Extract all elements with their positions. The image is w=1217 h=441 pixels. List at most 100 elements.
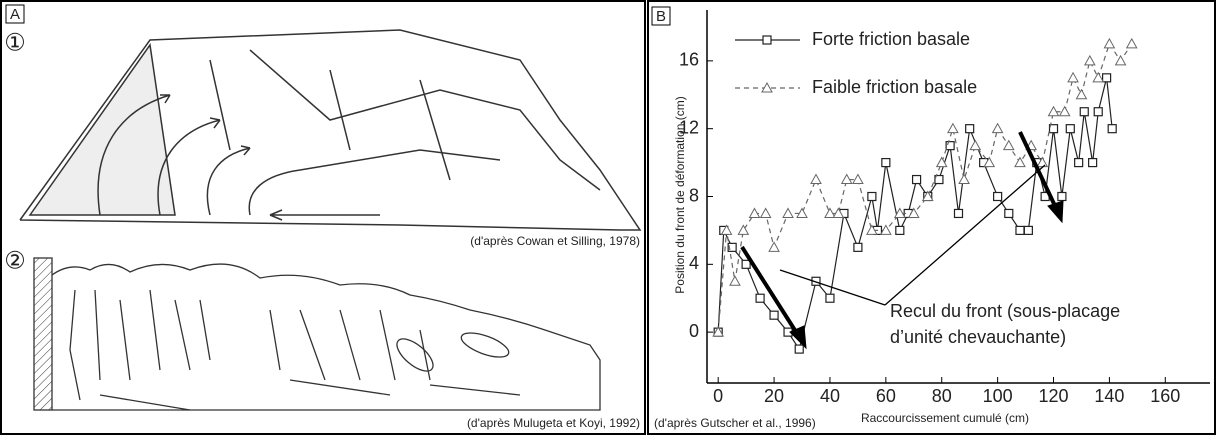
y-tick-label: 16 (679, 50, 699, 70)
data-point (729, 275, 741, 286)
data-point (867, 191, 877, 202)
credit-b: (d'après Gutscher et al., 1996) (654, 416, 816, 430)
data-point (853, 242, 863, 252)
data-point (769, 310, 779, 320)
part-1-label: ① (4, 29, 26, 56)
panel-b-box (651, 6, 671, 26)
data-point (866, 224, 878, 235)
data-point (1075, 88, 1088, 100)
sketch-1 (19, 29, 642, 231)
data-point (895, 225, 905, 236)
data-point (810, 173, 822, 185)
data-point (991, 122, 1004, 134)
data-point (983, 156, 996, 168)
x-tick-label: 100 (983, 386, 1013, 406)
data-point (824, 207, 836, 218)
x-tick-label: 160 (1150, 386, 1180, 406)
y-tick-label: 8 (689, 185, 699, 205)
data-point (1083, 54, 1096, 66)
data-point (1058, 105, 1071, 117)
data-point (965, 124, 975, 134)
data-point (1079, 107, 1089, 117)
x-tick-label: 40 (820, 386, 840, 406)
data-point (1023, 225, 1033, 236)
data-point (759, 207, 772, 218)
data-point (947, 122, 959, 134)
data-point (1014, 156, 1026, 168)
arrow-shaft (740, 245, 800, 337)
data-point (1114, 54, 1127, 66)
data-point (1004, 208, 1014, 219)
x-tick-label: 120 (1038, 386, 1068, 406)
data-point (782, 207, 794, 218)
data-point (1015, 225, 1025, 236)
x-tick-label: 0 (713, 386, 723, 406)
panel-a-box (5, 4, 25, 24)
panel-a-frame (0, 0, 646, 435)
data-point (1048, 124, 1059, 134)
data-point (840, 173, 853, 185)
legend-label: Forte friction basale (812, 29, 970, 49)
data-point (794, 344, 804, 354)
part-2-label: ② (4, 247, 26, 274)
annotation-lines (740, 131, 1064, 350)
data-point (741, 259, 751, 269)
x-axis-label: Raccourcissement cumulé (cm) (861, 411, 1029, 425)
y-tick-label: 0 (689, 321, 699, 341)
data-point (921, 190, 934, 201)
legend-label: Faible friction basale (812, 77, 977, 97)
data-point (1102, 73, 1112, 83)
x-tick-label: 60 (876, 386, 896, 406)
x-tick-label: 20 (764, 386, 784, 406)
data-point (879, 224, 892, 235)
data-point (1088, 157, 1098, 168)
legend-marker (761, 81, 773, 93)
data-point (825, 293, 835, 303)
data-point (832, 207, 845, 218)
panel-b-label: B (656, 8, 666, 25)
y-tick-label: 12 (679, 117, 699, 137)
data-point (712, 326, 725, 337)
plot: 0 20 40 60 80 100 120 140 160 0 4 8 12 16 Forte fricti… (679, 10, 1210, 406)
data-point (748, 207, 761, 218)
x-tick-label: 80 (932, 386, 952, 406)
data-point (737, 224, 750, 235)
leader-line (779, 269, 886, 306)
data-point (907, 207, 920, 218)
arrow-head (1047, 200, 1064, 224)
x-tick-label: 140 (1094, 386, 1124, 406)
data-point (953, 208, 964, 219)
credit-2: (d'après Mulugeta et Koyi, 1992) (467, 416, 640, 430)
leader-line (884, 164, 1046, 306)
data-point (1074, 157, 1084, 168)
data-point (893, 207, 906, 218)
data-point (1125, 37, 1138, 49)
data-point (755, 293, 765, 303)
series-line (717, 42, 1133, 333)
panel-b-frame (647, 0, 1216, 435)
panel-a-label: A (10, 6, 20, 23)
y-tick-label: 4 (689, 253, 699, 273)
data-point (993, 191, 1003, 202)
data-point (934, 174, 944, 185)
data-point (958, 173, 970, 185)
data-point (935, 156, 948, 168)
credit-1: (d'après Cowan et Silling, 1978) (470, 234, 640, 248)
sketch-2 (33, 257, 601, 411)
data-point (727, 242, 737, 252)
data-point (796, 207, 808, 218)
data-point (969, 139, 982, 151)
data-point (945, 141, 955, 151)
data-point (768, 241, 780, 252)
data-point (852, 173, 864, 185)
data-point (1103, 37, 1116, 49)
data-point (1002, 139, 1015, 151)
data-point (1093, 107, 1103, 117)
data-point (1067, 71, 1079, 83)
arrow-head (789, 325, 807, 350)
data-point (1065, 124, 1075, 134)
data-point (1092, 71, 1105, 83)
annotation: d’unité chevauchante) (890, 327, 1066, 347)
data-point (720, 224, 733, 235)
